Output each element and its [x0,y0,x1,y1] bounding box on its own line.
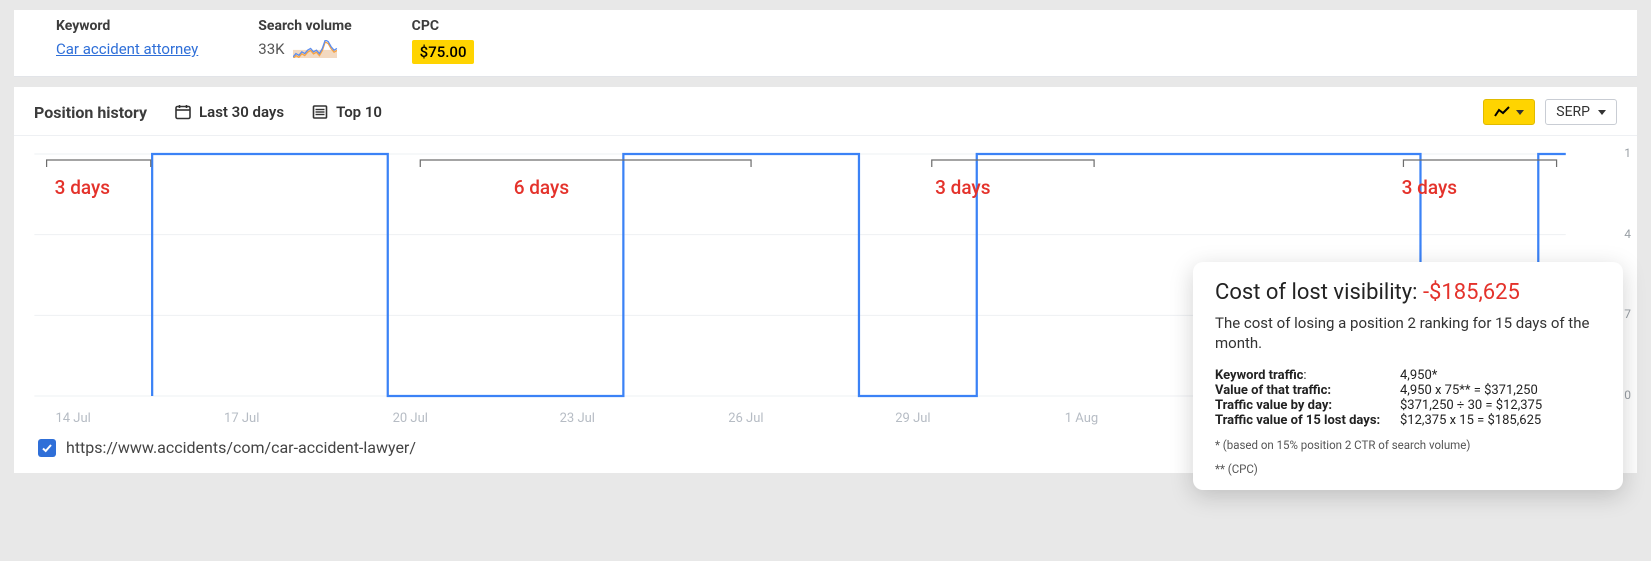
volume-column: Search volume 33K [258,18,351,64]
callout-subtitle: The cost of losing a position 2 ranking … [1215,313,1601,354]
callout-row-key: Keyword traffic: [1215,368,1400,383]
volume-value: 33K [258,40,284,58]
date-range-picker[interactable]: Last 30 days [175,103,284,121]
panel-title: Position history [34,103,147,122]
callout-row-value: $12,375 x 15 = $185,625 [1400,413,1541,428]
x-tick-label: 1 Aug [1065,411,1098,426]
x-tick-label: 26 Jul [728,411,763,426]
y-tick-label: 4 [1624,227,1631,241]
callout-row: Value of that traffic:4,950 x 75** = $37… [1215,383,1601,398]
callout-title-value: -$185,625 [1423,280,1520,305]
cpc-column: CPC $75.00 [412,18,475,64]
gap-label: 3 days [935,176,990,199]
callout-row: Keyword traffic:4,950* [1215,368,1601,383]
gap-label: 3 days [1402,176,1457,199]
callout-row-value: $371,250 ÷ 30 = $12,375 [1400,398,1542,413]
cpc-label: CPC [412,18,475,34]
keyword-column: Keyword Car accident attorney [56,18,198,64]
gap-label: 6 days [514,176,569,199]
panel-toolbar: Position history Last 30 days Top 10 [14,87,1637,136]
chevron-down-icon [1598,110,1606,115]
toolbar-right: SERP [1483,99,1617,125]
sparkline-icon [293,40,337,58]
cost-callout: Cost of lost visibility: -$185,625 The c… [1193,262,1623,490]
callout-footnote-1: * (based on 15% position 2 CTR of search… [1215,438,1601,452]
x-tick-label: 14 Jul [55,411,90,426]
callout-title-prefix: Cost of lost visibility: [1215,280,1423,305]
x-tick-label: 23 Jul [560,411,595,426]
legend-url: https://www.accidents/com/car-accident-l… [66,438,416,457]
x-tick-label: 20 Jul [393,411,428,426]
y-tick-label: 7 [1624,307,1631,321]
check-icon [41,442,53,454]
serp-label: SERP [1556,104,1590,120]
keyword-link[interactable]: Car accident attorney [56,40,198,58]
callout-row-value: 4,950 x 75** = $371,250 [1400,383,1538,398]
x-tick-label: 17 Jul [224,411,259,426]
cpc-chip: $75.00 [412,40,475,64]
callout-row-key: Traffic value by day: [1215,398,1400,413]
callout-row-key: Traffic value of 15 lost days: [1215,413,1400,428]
keyword-label: Keyword [56,18,198,34]
callout-row: Traffic value of 15 lost days:$12,375 x … [1215,413,1601,428]
scope-picker[interactable]: Top 10 [312,103,382,121]
chart-mode-button[interactable] [1483,99,1535,125]
serp-button[interactable]: SERP [1545,99,1617,125]
date-range-label: Last 30 days [199,103,284,121]
line-chart-icon [1494,106,1510,118]
x-tick-label: 29 Jul [895,411,930,426]
callout-row-value: 4,950* [1400,368,1437,383]
y-tick-label: 1 [1624,146,1631,160]
callout-title: Cost of lost visibility: -$185,625 [1215,280,1601,305]
scope-label: Top 10 [336,103,382,121]
callout-row-key: Value of that traffic: [1215,383,1400,398]
calendar-icon [175,104,191,120]
callout-row: Traffic value by day:$371,250 ÷ 30 = $12… [1215,398,1601,413]
list-icon [312,104,328,120]
callout-footnote-2: ** (CPC) [1215,462,1601,476]
legend-checkbox[interactable] [38,439,56,457]
chevron-down-icon [1516,110,1524,115]
gap-label: 3 days [55,176,110,199]
callout-table: Keyword traffic:4,950*Value of that traf… [1215,368,1601,428]
keyword-header: Keyword Car accident attorney Search vol… [14,10,1637,77]
volume-label: Search volume [258,18,351,34]
